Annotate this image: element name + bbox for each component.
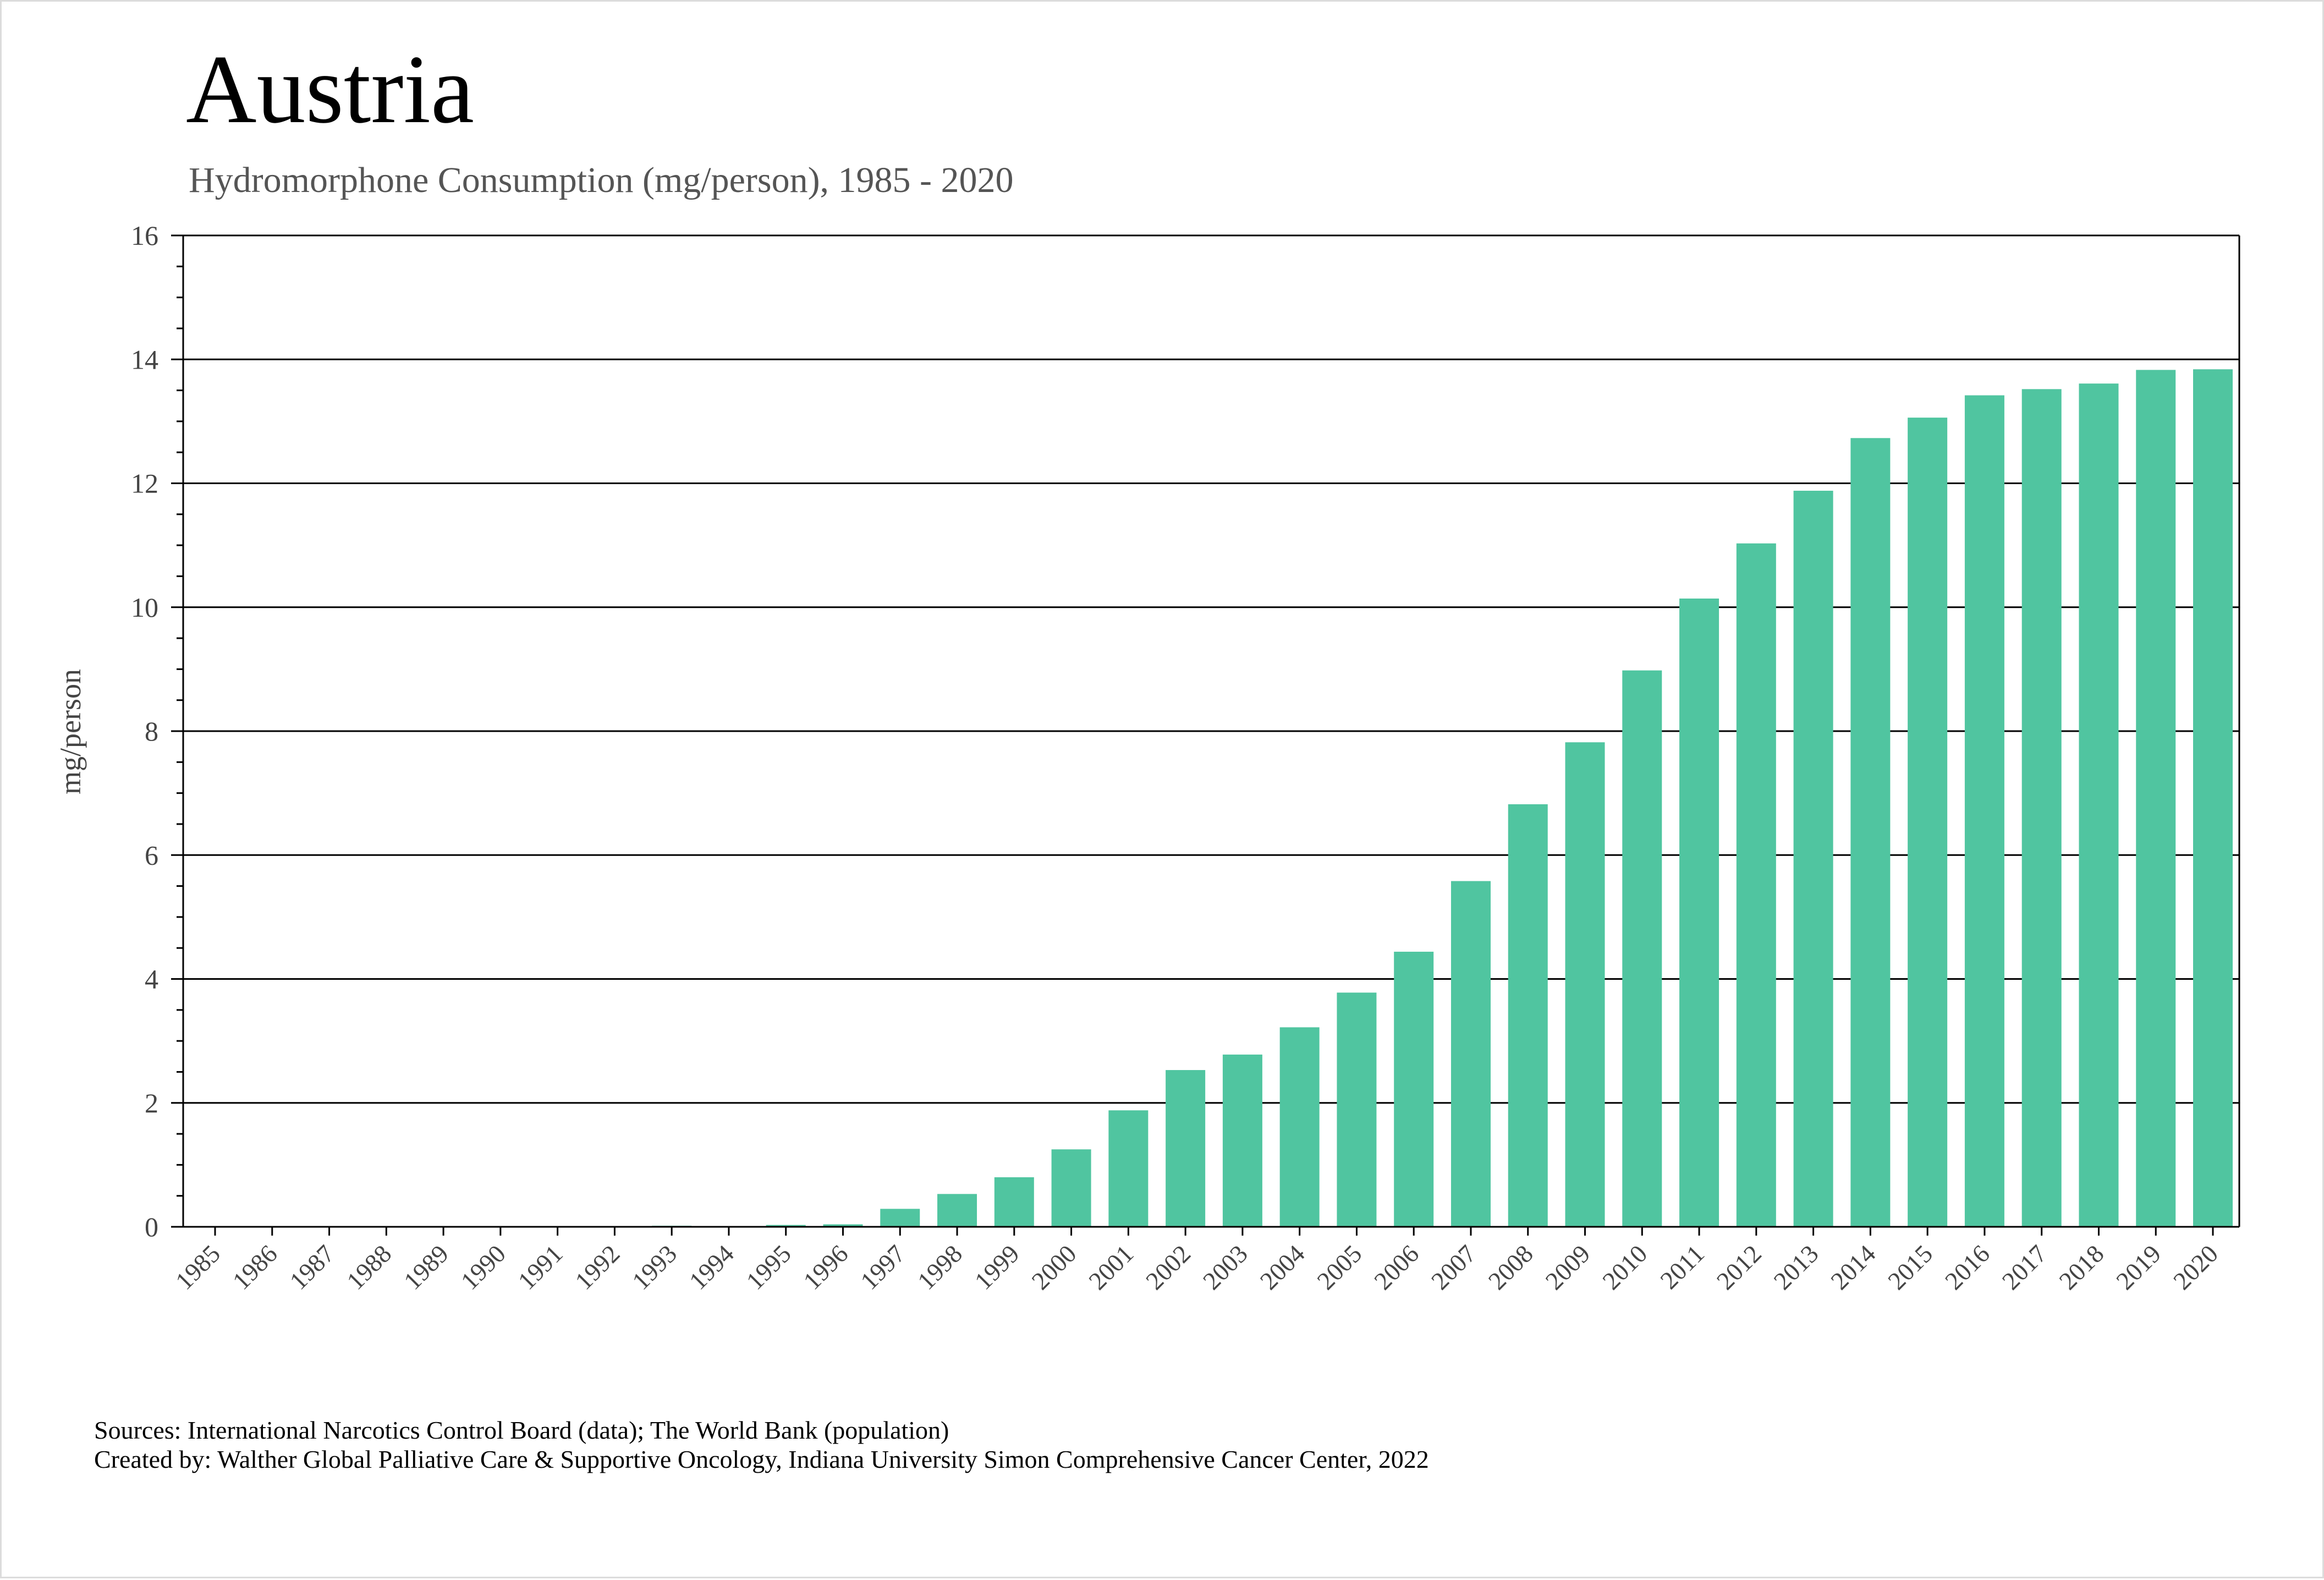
x-tick-label: 2020 (2168, 1239, 2223, 1295)
x-tick-label: 2007 (1426, 1239, 1481, 1295)
x-tick-label: 2005 (1311, 1239, 1367, 1295)
gridlines (183, 234, 2239, 1104)
bar-2013 (1793, 491, 1833, 1227)
x-tick-label: 1995 (741, 1239, 796, 1295)
bar-1997 (880, 1209, 920, 1227)
y-tick-labels: 0 2 4 6 8 10 12 14 16 (131, 220, 158, 1242)
x-tick-label: 1992 (569, 1239, 625, 1295)
bar-2016 (1964, 395, 2004, 1227)
x-tick-label: 2004 (1255, 1239, 1310, 1295)
bar-2015 (1908, 418, 1948, 1227)
x-tick-label: 2011 (1655, 1239, 1710, 1294)
bar-2000 (1051, 1149, 1091, 1227)
x-tick-label: 1997 (855, 1239, 910, 1295)
x-tick-label: 2006 (1369, 1239, 1424, 1295)
bar-2017 (2021, 389, 2062, 1227)
x-tick-label: 2002 (1140, 1239, 1196, 1295)
axes (171, 234, 2240, 1236)
x-tick-label: 1991 (513, 1239, 568, 1295)
chart-subtitle: Hydromorphone Consumption (mg/person), 1… (189, 160, 1014, 200)
x-tick-label: 1990 (455, 1239, 511, 1295)
chart-title: Austria (186, 35, 475, 144)
x-tick-label: 1998 (912, 1239, 968, 1295)
bar-2019 (2136, 370, 2176, 1227)
y-tick-label: 14 (131, 344, 158, 375)
bar-2008 (1508, 804, 1548, 1227)
x-tick-label: 2016 (1940, 1239, 1995, 1295)
bar-1999 (994, 1177, 1034, 1227)
bar-2010 (1622, 670, 1662, 1227)
x-tick-label: 2003 (1197, 1239, 1253, 1295)
x-tick-label: 1993 (627, 1239, 682, 1295)
y-tick-label: 12 (131, 468, 158, 499)
x-tick-label: 1986 (227, 1239, 283, 1295)
x-tick-label: 1994 (684, 1239, 739, 1295)
bar-1995 (766, 1225, 806, 1227)
bar-2003 (1222, 1054, 1262, 1227)
x-tick-label: 2008 (1483, 1239, 1539, 1295)
bar-2009 (1565, 742, 1605, 1227)
bars (652, 369, 2233, 1227)
x-tick-label: 1999 (969, 1239, 1025, 1295)
y-tick-label: 8 (145, 716, 158, 747)
y-tick-label: 6 (145, 840, 158, 870)
x-tick-label: 2000 (1026, 1239, 1082, 1295)
bar-2002 (1166, 1070, 1206, 1227)
bar-2005 (1337, 992, 1377, 1227)
bar-2006 (1394, 951, 1434, 1227)
x-tick-label: 1987 (284, 1239, 339, 1295)
bar-2014 (1850, 438, 1891, 1227)
bar-2020 (2193, 369, 2233, 1227)
chart-footer: Sources: International Narcotics Control… (94, 1416, 1429, 1474)
x-tick-label: 2012 (1711, 1239, 1767, 1295)
x-tick-label: 1989 (398, 1239, 454, 1295)
y-tick-label: 0 (145, 1211, 158, 1242)
credits-note: Created by: Walther Global Palliative Ca… (94, 1445, 1429, 1473)
x-tick-label: 1988 (341, 1239, 397, 1295)
bar-2018 (2079, 383, 2119, 1227)
x-tick-label: 2009 (1540, 1239, 1595, 1295)
bar-2007 (1451, 881, 1491, 1227)
x-tick-label: 2018 (2053, 1239, 2109, 1295)
x-tick-label: 2013 (1768, 1239, 1824, 1295)
bar-2012 (1736, 543, 1776, 1227)
y-tick-label: 16 (131, 220, 158, 251)
x-tick-label: 2014 (1825, 1239, 1881, 1295)
bar-1996 (823, 1224, 863, 1227)
x-tick-label: 2017 (1997, 1239, 2052, 1295)
x-tick-label: 2019 (2111, 1239, 2166, 1295)
bar-1998 (937, 1194, 977, 1227)
x-tick-label: 1996 (798, 1239, 853, 1295)
x-tick-label: 2001 (1083, 1239, 1139, 1295)
x-tick-label: 2015 (1882, 1239, 1938, 1295)
y-tick-label: 4 (145, 964, 158, 995)
x-tick-label: 2010 (1597, 1239, 1652, 1295)
x-tick-label: 1985 (170, 1239, 226, 1295)
y-tick-label: 2 (145, 1088, 158, 1118)
y-tick-label: 10 (131, 592, 158, 623)
sources-note: Sources: International Narcotics Control… (94, 1416, 949, 1444)
bar-2001 (1108, 1110, 1149, 1227)
bar-2011 (1679, 598, 1719, 1227)
x-tick-labels: 1985 1986 1987 1988 1989 1990 1991 1992 1993 1994… (170, 1239, 2223, 1295)
bar-2004 (1279, 1027, 1320, 1227)
